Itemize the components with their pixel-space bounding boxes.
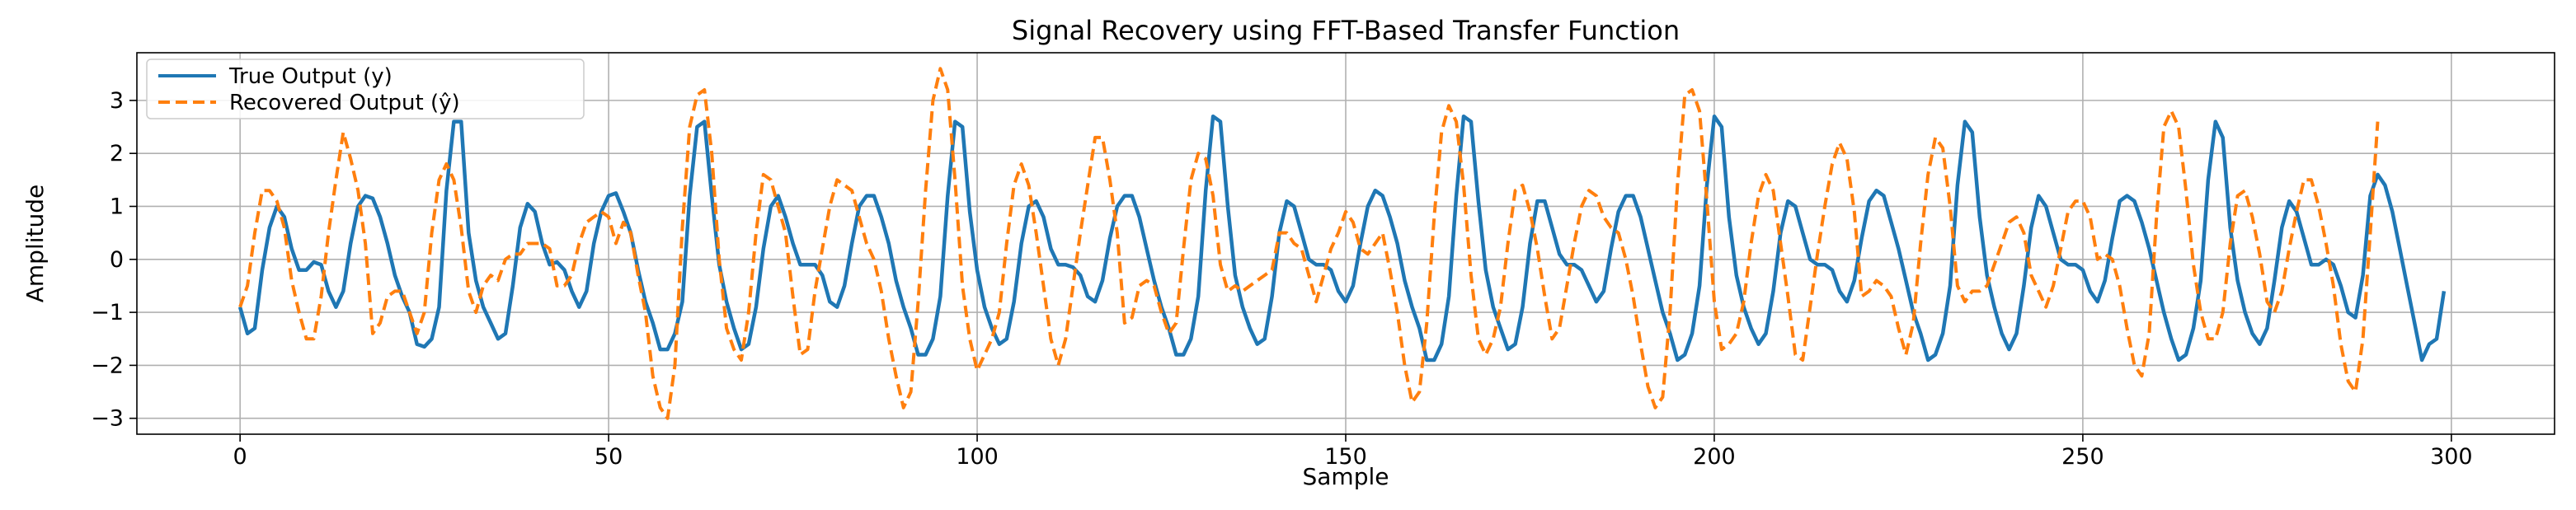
- x-tick-label: 50: [595, 444, 623, 470]
- y-tick-label: 3: [110, 88, 124, 114]
- x-tick-label: 300: [2430, 444, 2473, 470]
- x-tick-label: 150: [1324, 444, 1367, 470]
- x-tick-label: 100: [956, 444, 999, 470]
- series-line-0: [237, 114, 2447, 363]
- x-tick-label: 250: [2061, 444, 2104, 470]
- y-tick-label: 0: [110, 247, 124, 273]
- y-tick-label: −2: [91, 353, 124, 378]
- ticks: 0 50 100 150 200 250 300 −3 −2 −1 0 1 2 3: [91, 88, 2472, 470]
- x-tick-label: 0: [233, 444, 247, 470]
- series-lines: [237, 67, 2447, 420]
- y-tick-label: −1: [91, 300, 124, 325]
- y-tick-label: −3: [91, 406, 124, 432]
- legend-box: [146, 58, 585, 119]
- x-axis-label: Sample: [1303, 463, 1389, 490]
- legend-label-true-output: True Output (y): [228, 64, 393, 89]
- y-axis-label: Amplitude: [21, 185, 49, 303]
- chart-title: Signal Recovery using FFT-Based Transfer…: [1012, 15, 1680, 46]
- y-tick-label: 2: [110, 141, 124, 166]
- series-line-1: [238, 67, 2380, 420]
- legend: True Output (y) Recovered Output (ŷ): [146, 58, 585, 119]
- legend-label-recovered-output: Recovered Output (ŷ): [229, 91, 460, 115]
- y-tick-label: 1: [110, 194, 124, 219]
- x-tick-label: 200: [1693, 444, 1736, 470]
